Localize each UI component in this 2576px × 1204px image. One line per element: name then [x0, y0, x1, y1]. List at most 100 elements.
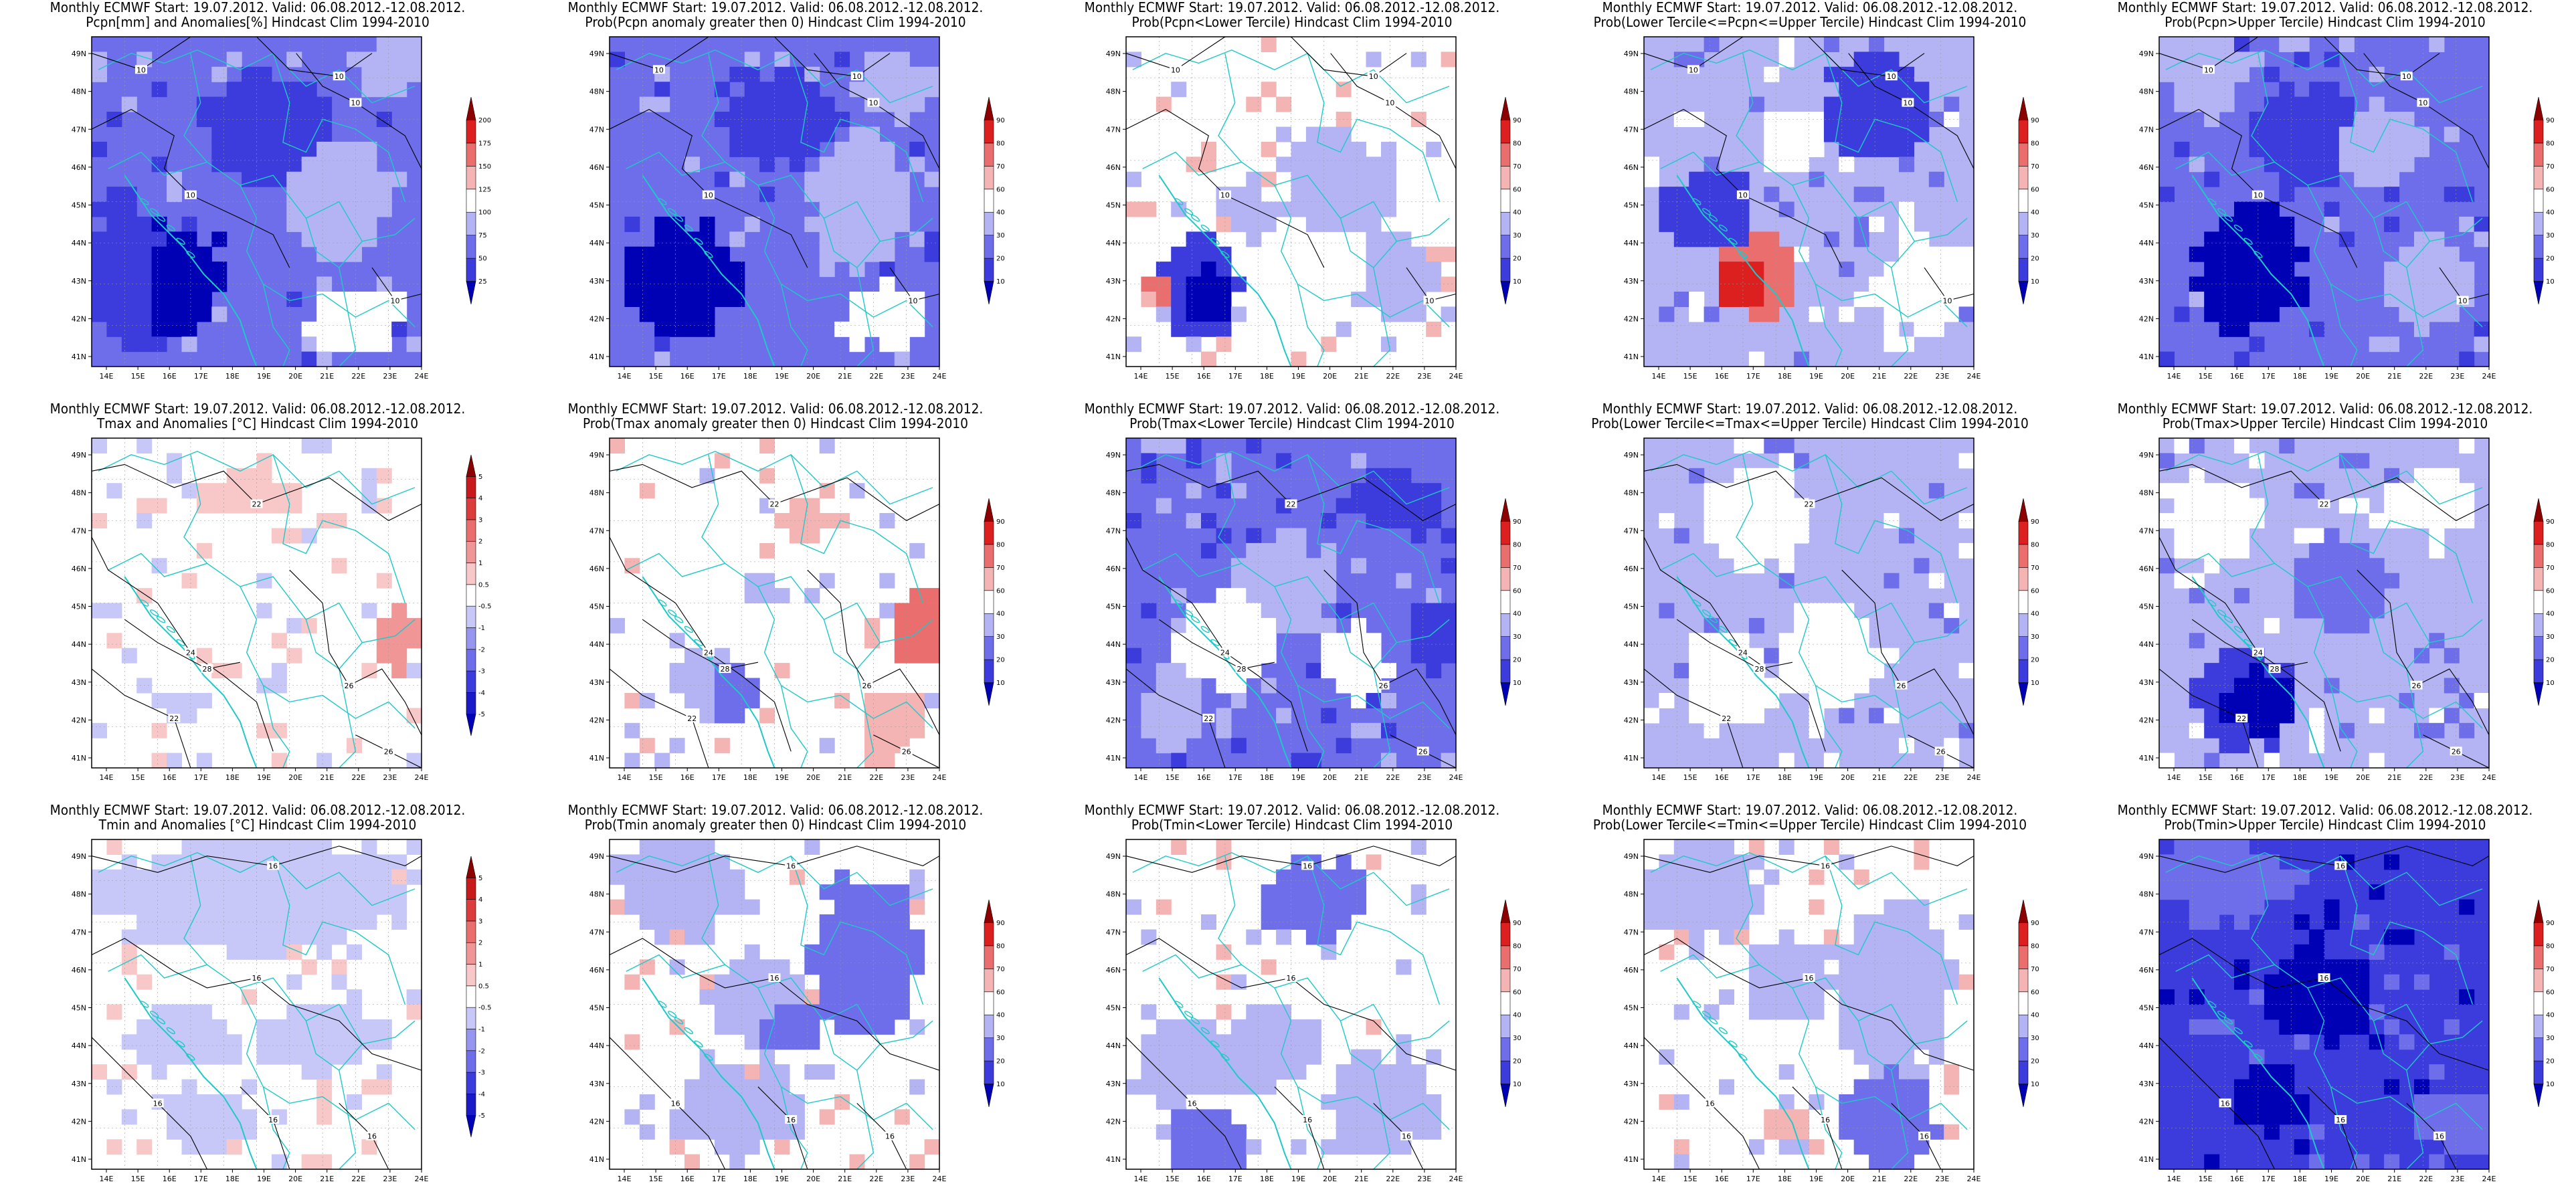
field-cell — [361, 82, 377, 98]
field-cell — [864, 708, 880, 724]
border-line — [790, 53, 923, 202]
field-cell — [2159, 187, 2175, 203]
field-cell — [1351, 453, 1367, 469]
field-cell — [1704, 37, 1720, 52]
field-cell — [1659, 1094, 1675, 1110]
contour-label: 26 — [1897, 682, 1906, 690]
field-cell — [624, 752, 640, 769]
field-cell — [1321, 708, 1337, 724]
border-line — [1825, 454, 1958, 603]
field-cell — [1673, 663, 1689, 679]
lat-tick-label: 48N — [589, 489, 604, 498]
field-cell — [1351, 141, 1367, 157]
field-cell — [894, 959, 910, 975]
border-line — [1650, 450, 1968, 505]
field-cell — [1853, 1004, 1869, 1020]
field-cell — [2234, 869, 2249, 885]
field-cell — [669, 839, 685, 855]
lon-tick-label: 17E — [1746, 1175, 1760, 1183]
field-cell — [1276, 542, 1292, 559]
field-cell — [1958, 306, 1974, 322]
field-cell — [256, 157, 272, 173]
contour-label: 22 — [2237, 714, 2246, 723]
field-cell — [2264, 201, 2280, 217]
field-cell — [1914, 974, 1930, 990]
colorbar-segment — [2018, 922, 2029, 946]
island — [704, 1054, 713, 1061]
field-cell — [669, 276, 685, 292]
field-cell — [211, 1034, 227, 1050]
colorbar-segment — [984, 1014, 994, 1038]
field-cell — [301, 1004, 317, 1020]
field-cell — [819, 187, 835, 203]
field-cell — [1764, 1109, 1780, 1125]
field-cell — [894, 351, 910, 367]
island — [150, 208, 159, 215]
field-cell — [1291, 558, 1307, 574]
border-line — [2406, 1070, 2424, 1170]
field-cell — [2174, 483, 2190, 499]
field-cell — [2279, 438, 2295, 454]
lat-tick-label: 44N — [1106, 239, 1121, 247]
field-cell — [136, 899, 153, 915]
colorbar-segment — [2018, 258, 2029, 282]
field-cell — [2219, 542, 2235, 559]
field-cell — [1201, 1019, 1216, 1035]
contour-label: 22 — [687, 714, 697, 723]
field-cell — [2189, 96, 2205, 112]
colorbar-segment — [2018, 211, 2029, 235]
contour-label: 16 — [885, 1132, 895, 1141]
contour-line — [774, 36, 891, 77]
field-cell — [744, 588, 760, 604]
field-cell — [669, 959, 685, 975]
island — [2253, 251, 2263, 258]
field-cell — [639, 276, 655, 292]
field-cell — [136, 1049, 153, 1065]
field-cell — [1883, 52, 1900, 68]
field-cell — [1809, 944, 1825, 960]
field-cell — [2249, 52, 2265, 68]
colorbar-end-high — [2533, 498, 2544, 522]
field-cell — [376, 468, 392, 484]
field-cell — [669, 929, 685, 945]
field-cell — [331, 171, 347, 187]
field-cell — [1156, 276, 1172, 292]
field-cell — [92, 276, 107, 292]
field-cell — [1883, 1109, 1900, 1125]
field-cell — [136, 498, 153, 514]
field-cell — [2294, 246, 2310, 262]
field-cell — [1778, 468, 1795, 484]
contour-line — [1643, 108, 1843, 268]
contour-label: 16 — [367, 1132, 377, 1141]
field-cell — [1869, 1109, 1885, 1125]
field-cell — [2219, 306, 2235, 322]
field-cell — [1141, 722, 1157, 738]
field-cell — [1426, 617, 1442, 633]
field-cell — [879, 171, 895, 187]
colorbar-segment — [466, 899, 476, 922]
lat-tick-label: 47N — [2139, 125, 2154, 134]
island — [1184, 609, 1194, 617]
field-cell — [271, 944, 287, 960]
colorbar-segment — [2533, 945, 2544, 969]
field-cell — [406, 336, 422, 353]
field-cell — [2234, 246, 2249, 262]
field-cell — [1410, 1079, 1427, 1095]
field-cell — [361, 231, 377, 247]
contour-line — [91, 464, 422, 521]
field-cell — [924, 647, 940, 664]
field-cell — [2369, 171, 2385, 187]
field-cell — [167, 1109, 182, 1125]
field-cell — [2249, 126, 2265, 142]
field-cell — [1305, 1049, 1321, 1065]
colorbar-label: 20 — [2546, 1058, 2555, 1066]
border-line — [2340, 454, 2473, 603]
field-cell — [1230, 647, 1247, 664]
field-cell — [1899, 157, 1914, 173]
field-cell — [256, 573, 272, 589]
field-cell — [1410, 292, 1427, 307]
border-line — [701, 454, 726, 564]
field-cell — [211, 231, 227, 247]
field-cell — [2264, 752, 2280, 769]
contour-label-bg — [343, 680, 355, 690]
